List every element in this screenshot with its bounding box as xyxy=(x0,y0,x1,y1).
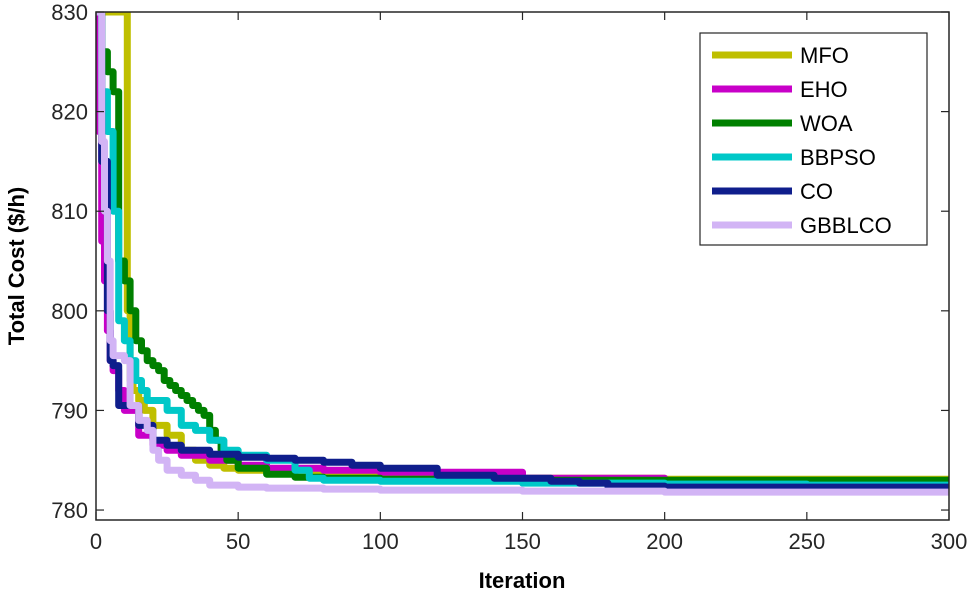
x-tick-label-300: 300 xyxy=(931,529,968,554)
legend-label-eho: EHO xyxy=(800,77,848,102)
x-axis-title: Iteration xyxy=(479,568,566,593)
tick-layer: 0 50 100 150 200 250 300 780 790 800 810 820 830 xyxy=(51,0,967,554)
y-tick-label-820: 820 xyxy=(51,100,88,125)
legend-label-gbblco: GBBLCO xyxy=(800,213,892,238)
x-tick-label-50: 50 xyxy=(226,529,250,554)
x-tick-label-250: 250 xyxy=(788,529,825,554)
series-line-gbblco xyxy=(96,12,949,496)
y-tick-label-810: 810 xyxy=(51,199,88,224)
legend-label-woa: WOA xyxy=(800,111,853,136)
series-line-woa xyxy=(96,12,949,484)
legend: MFO EHO WOA BBPSO CO GBBLCO xyxy=(699,32,928,246)
y-axis-title: Total Cost ($/h) xyxy=(4,187,29,345)
y-tick-label-830: 830 xyxy=(51,0,88,25)
legend-label-mfo: MFO xyxy=(800,43,849,68)
x-tick-label-100: 100 xyxy=(362,529,399,554)
legend-label-bbpso: BBPSO xyxy=(800,145,876,170)
y-tick-label-800: 800 xyxy=(51,299,88,324)
x-tick-label-150: 150 xyxy=(504,529,541,554)
legend-label-co: CO xyxy=(800,179,833,204)
x-tick-label-200: 200 xyxy=(646,529,683,554)
y-tick-label-790: 790 xyxy=(51,398,88,423)
series-layer xyxy=(96,12,949,496)
legend-box xyxy=(699,32,928,246)
y-tick-label-780: 780 xyxy=(51,498,88,523)
series-line-co xyxy=(96,12,949,491)
series-line-bbpso xyxy=(96,12,949,489)
x-tick-label-0: 0 xyxy=(90,529,102,554)
